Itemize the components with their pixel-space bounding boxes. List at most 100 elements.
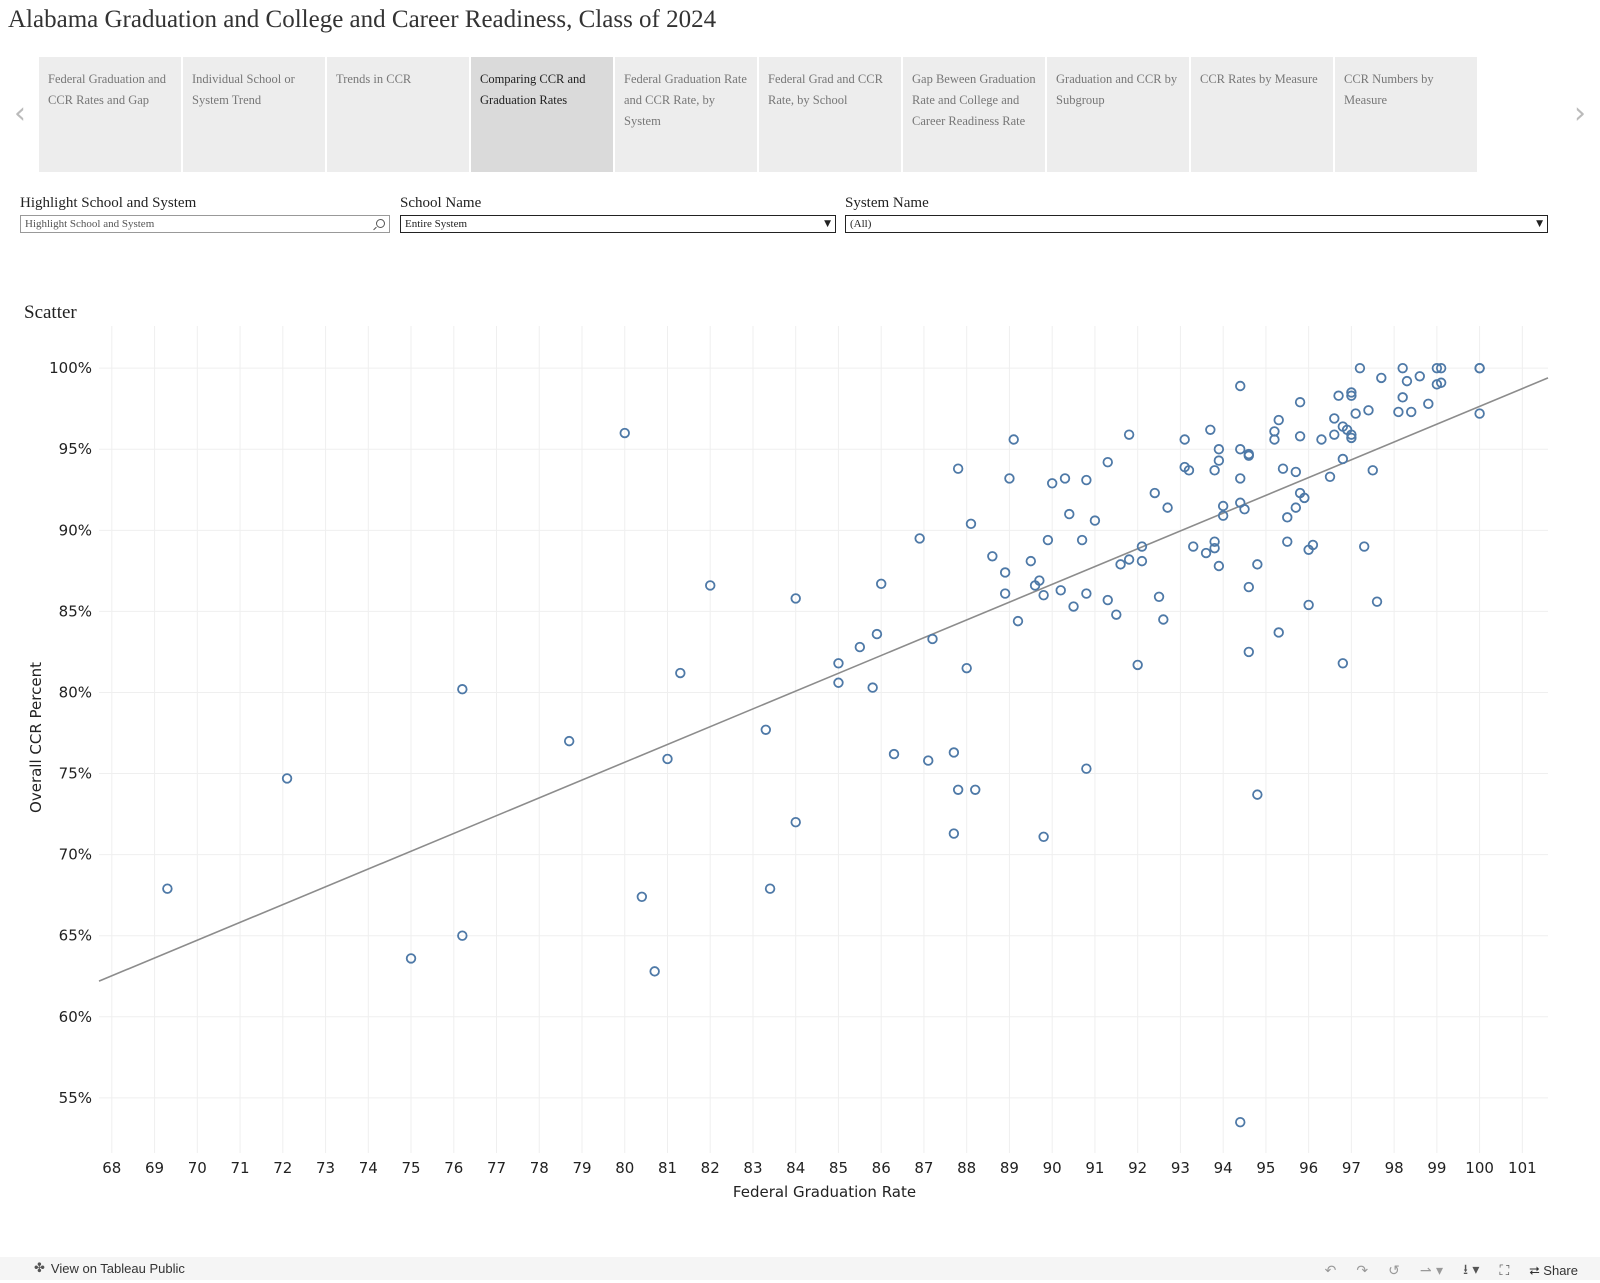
y-tick-label: 85% (59, 602, 92, 620)
data-point (1414, 371, 1425, 382)
data-point (1406, 406, 1417, 418)
highlight-search-placeholder: Highlight School and System (25, 218, 155, 230)
data-point (1153, 591, 1165, 603)
system-select[interactable]: (All) ▼ (845, 215, 1548, 233)
data-point (1346, 387, 1357, 398)
data-point (649, 966, 660, 977)
school-select-value: Entire System (405, 218, 468, 230)
refresh-icon[interactable]: ⇀ ▾ (1419, 1263, 1444, 1279)
data-point (281, 773, 293, 784)
data-point (1252, 789, 1263, 800)
data-point (1123, 554, 1135, 565)
undo-icon[interactable]: ↶ (1324, 1263, 1337, 1279)
tab-1[interactable]: Individual School or System Trend (183, 57, 325, 172)
data-point (1376, 372, 1387, 384)
data-point (1217, 500, 1229, 512)
x-tick-label: 68 (102, 1159, 121, 1177)
data-point (1089, 515, 1101, 526)
system-select-value: (All) (850, 218, 872, 230)
y-tick-label: 55% (59, 1089, 92, 1107)
y-tick-label: 90% (59, 521, 92, 539)
data-point (405, 953, 417, 964)
data-point (1008, 434, 1019, 445)
tab-7[interactable]: Graduation and CCR by Subgroup (1047, 57, 1189, 172)
data-point (1213, 455, 1225, 466)
school-select[interactable]: Entire System ▼ (400, 215, 836, 233)
data-point (1235, 444, 1246, 455)
tab-9[interactable]: CCR Numbers by Measure (1335, 57, 1477, 172)
data-point (1115, 559, 1126, 570)
data-point (1324, 471, 1336, 483)
y-tick-label: 60% (59, 1008, 92, 1026)
x-tick-label: 83 (743, 1159, 762, 1177)
view-on-tableau-link[interactable]: ✤ View on Tableau Public (34, 1261, 185, 1276)
data-point (1431, 362, 1443, 374)
y-tick-label: 100% (49, 359, 92, 377)
dropdown-arrow-icon: ▼ (824, 219, 831, 229)
data-point (790, 593, 801, 604)
data-point (1081, 763, 1092, 774)
tableau-toolbar: ✤ View on Tableau Public ↶ ↷ ↺ ⇀ ▾ ⭳ ▾ ⛶… (0, 1257, 1600, 1280)
data-point (1217, 510, 1229, 521)
data-point (914, 533, 925, 544)
data-point (1346, 432, 1357, 444)
data-point (1059, 473, 1071, 484)
data-point (1474, 408, 1485, 419)
revert-icon[interactable]: ↺ (1388, 1263, 1400, 1279)
share-button[interactable]: ⮂ Share (1529, 1263, 1578, 1279)
highlight-filter: Highlight School and System Highlight Sc… (20, 195, 390, 233)
data-point (162, 883, 173, 894)
data-point (1316, 434, 1327, 445)
tab-0[interactable]: Federal Graduation and CCR Rates and Gap (39, 57, 181, 172)
x-tick-label: 78 (530, 1159, 549, 1177)
data-point (1213, 444, 1225, 455)
data-point (867, 682, 878, 693)
scatter-chart: 68 69 70 71 72 73 74 75 76 77 78 79 80 81 82 83 84 85 86 87… (27, 326, 1549, 1201)
data-point (1243, 646, 1254, 658)
tab-4[interactable]: Federal Graduation Rate and CCR Rate, by… (615, 57, 757, 172)
tab-8[interactable]: CCR Rates by Measure (1191, 57, 1333, 172)
data-point (1367, 465, 1378, 476)
tab-2[interactable]: Trends in CCR (327, 57, 469, 172)
y-tick-label: 95% (59, 440, 92, 458)
redo-icon[interactable]: ↷ (1356, 1263, 1369, 1279)
x-tick-label: 80 (615, 1159, 634, 1177)
data-point (1235, 380, 1246, 392)
fullscreen-icon[interactable]: ⛶ (1499, 1263, 1510, 1279)
x-tick-label: 95 (1256, 1159, 1275, 1177)
data-point (999, 567, 1011, 578)
data-point (1209, 542, 1220, 554)
x-tick-label: 96 (1299, 1159, 1318, 1177)
data-point (1273, 414, 1284, 426)
data-point (1055, 585, 1066, 596)
data-point (1081, 474, 1092, 486)
data-point (1188, 541, 1199, 552)
data-point (1393, 406, 1404, 418)
download-icon[interactable]: ⭳ ▾ (1463, 1262, 1480, 1278)
data-point (662, 753, 673, 765)
data-point (457, 930, 468, 941)
highlight-search-input[interactable]: Highlight School and System (20, 215, 390, 233)
chevron-right-icon[interactable]: › (1574, 96, 1586, 131)
data-point (1435, 377, 1447, 388)
data-point (1200, 547, 1212, 559)
tab-6[interactable]: Gap Beween Graduation Rate and College a… (903, 57, 1045, 172)
tab-5[interactable]: Federal Grad and CCR Rate, by School (759, 57, 901, 172)
data-point (1243, 581, 1254, 593)
data-point (961, 662, 972, 674)
y-axis-title: Overall CCR Percent (27, 662, 45, 813)
data-point (1290, 466, 1302, 478)
chevron-left-icon[interactable]: ‹ (14, 96, 26, 131)
dropdown-arrow-icon: ▼ (1536, 219, 1543, 229)
data-point (1307, 539, 1319, 551)
search-icon (376, 219, 385, 228)
x-tick-label: 94 (1214, 1159, 1233, 1177)
data-point (1213, 560, 1225, 572)
tab-3[interactable]: Comparing CCR and Graduation Rates (471, 57, 613, 172)
x-tick-label: 91 (1085, 1159, 1104, 1177)
y-tick-label: 75% (59, 765, 92, 783)
data-point (1235, 473, 1246, 484)
data-point (952, 463, 964, 474)
data-point (833, 677, 844, 688)
data-point (1329, 413, 1340, 424)
